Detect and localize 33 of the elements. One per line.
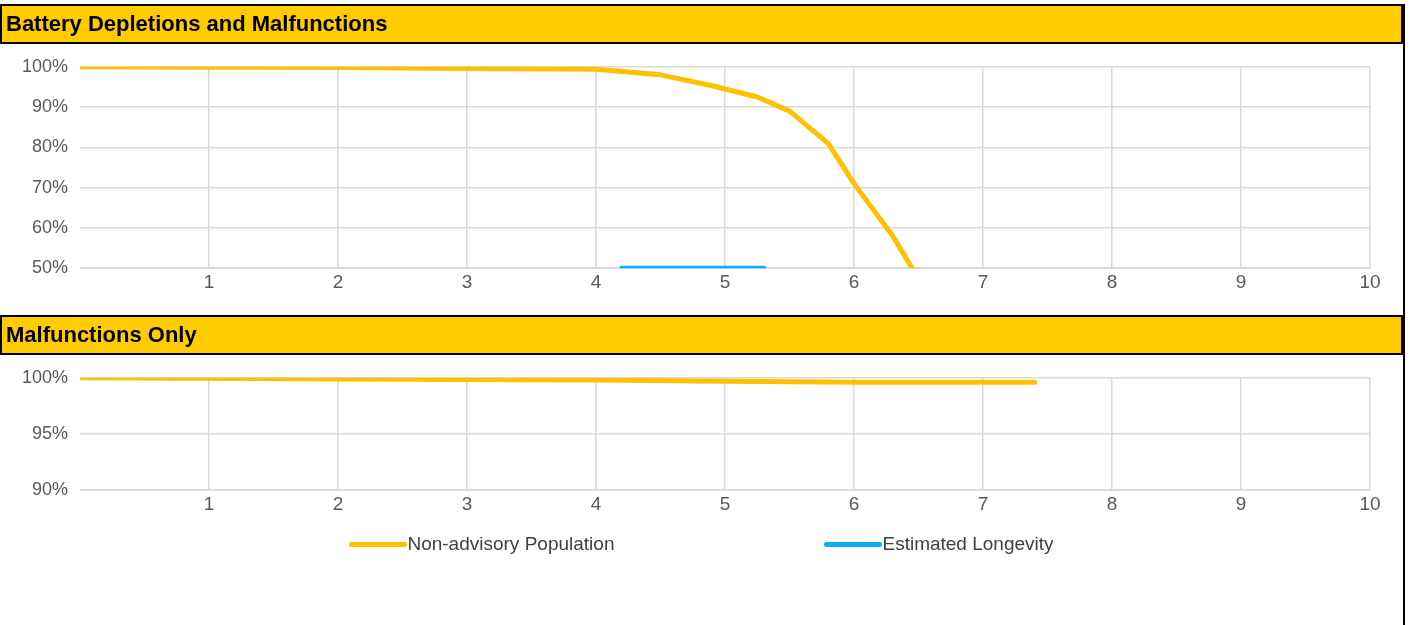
chart-title: Battery Depletions and Malfunctions [0, 4, 1403, 44]
x-tick-label: 3 [461, 492, 473, 514]
x-tick-label: 5 [719, 492, 731, 514]
y-tick-label: 100% [21, 55, 69, 76]
y-tick-label: 90% [32, 96, 69, 117]
y-tick-label: 70% [32, 176, 69, 197]
x-tick-label: 2 [332, 492, 344, 514]
y-tick-label: 90% [32, 479, 69, 500]
x-tick-label: 8 [1106, 492, 1118, 514]
y-tick-label: 50% [32, 257, 69, 278]
x-tick-label: 1 [203, 492, 215, 514]
x-tick-label: 6 [848, 492, 860, 514]
x-tick-label: 4 [590, 492, 602, 514]
y-tick-label: 60% [32, 216, 69, 237]
x-tick-label: 9 [1235, 492, 1247, 514]
x-tick-label: 10 [1359, 270, 1381, 292]
x-tick-label: 10 [1359, 492, 1381, 514]
x-tick-label: 9 [1235, 270, 1247, 292]
y-tick-label: 95% [32, 422, 69, 443]
x-tick-label: 3 [461, 270, 473, 292]
x-tick-label: 1 [203, 270, 215, 292]
x-tick-label: 7 [977, 270, 989, 292]
y-tick-label: 100% [21, 366, 69, 387]
x-tick-label: 7 [977, 492, 989, 514]
x-tick-label: 5 [719, 270, 731, 292]
y-tick-label: 80% [32, 136, 69, 157]
chart-title: Malfunctions Only [0, 315, 1403, 355]
x-tick-label: 6 [848, 270, 860, 292]
x-tick-label: 8 [1106, 270, 1118, 292]
x-tick-label: 2 [332, 270, 344, 292]
legend-label: Non-advisory Population [406, 533, 615, 555]
x-tick-label: 4 [590, 270, 602, 292]
legend-label: Estimated Longevity [881, 533, 1054, 555]
